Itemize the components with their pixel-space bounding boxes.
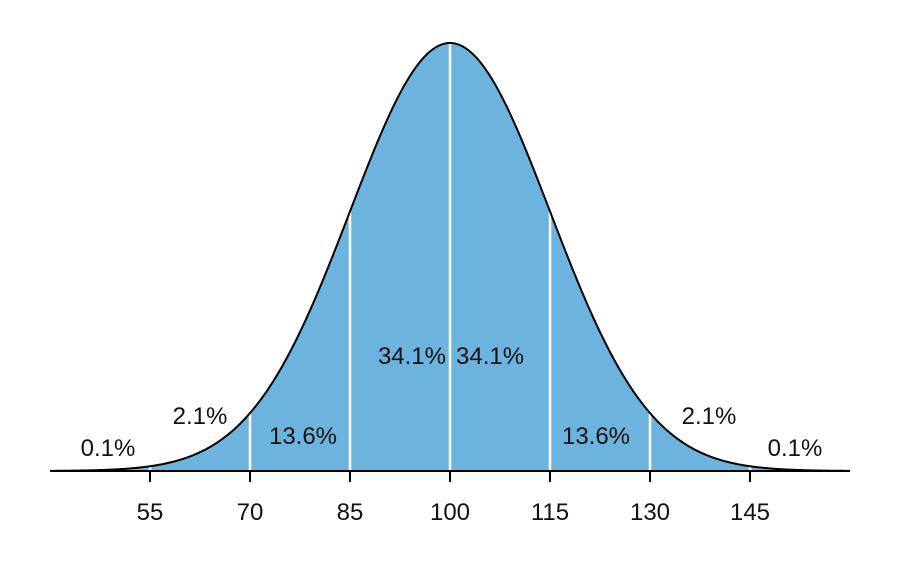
x-tick-label: 85 [337, 499, 364, 526]
band-percent-label: 2.1% [682, 403, 737, 430]
x-axis-ticks: 55 70 85 100 115 130 145 [137, 471, 770, 526]
band-percent-label: 34.1% [456, 343, 524, 370]
x-tick-label: 115 [531, 499, 569, 526]
band-percent-label: 0.1% [768, 435, 823, 462]
x-tick-label: 55 [137, 499, 164, 526]
x-tick-label: 130 [630, 499, 670, 526]
band-percent-labels: 0.1% 2.1% 13.6% 34.1% 34.1% 13.6% 2.1% 0.1% [81, 343, 823, 462]
band-percent-label: 34.1% [378, 343, 446, 370]
x-tick-label: 70 [237, 499, 264, 526]
bell-curve-line [49, 41, 851, 472]
band-percent-label: 13.6% [269, 423, 337, 450]
band-percent-label: 13.6% [562, 423, 630, 450]
band-percent-label: 0.1% [81, 435, 136, 462]
x-tick-label: 145 [730, 499, 770, 526]
band-percent-label: 2.1% [173, 403, 228, 430]
x-tick-label: 100 [430, 499, 470, 526]
band-dividers [148, 43, 752, 471]
